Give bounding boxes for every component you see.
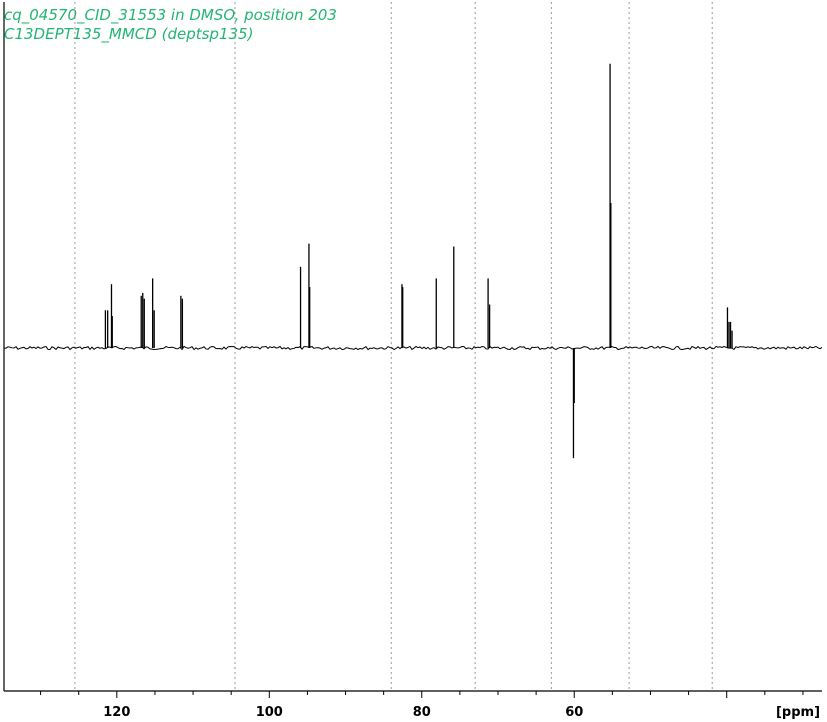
plot-frame <box>3 2 822 692</box>
spectrum-title-line1: cq_04570_CID_31553 in DMSO, position 203 <box>4 6 337 24</box>
x-unit-label: [ppm] <box>776 705 820 720</box>
x-tick-label: 100 <box>256 705 283 720</box>
x-tick-label: 80 <box>413 705 431 720</box>
baseline-noise <box>3 345 823 351</box>
grid-lines <box>74 2 713 691</box>
x-tick-label: 60 <box>565 705 583 720</box>
x-axis: 120 100 80 60 [ppm] <box>40 691 820 720</box>
spectrum-trace <box>3 63 823 459</box>
spectrum-title-line2: C13DEPT135_MMCD (deptsp135) <box>4 25 254 43</box>
x-tick-label: 120 <box>103 705 130 720</box>
